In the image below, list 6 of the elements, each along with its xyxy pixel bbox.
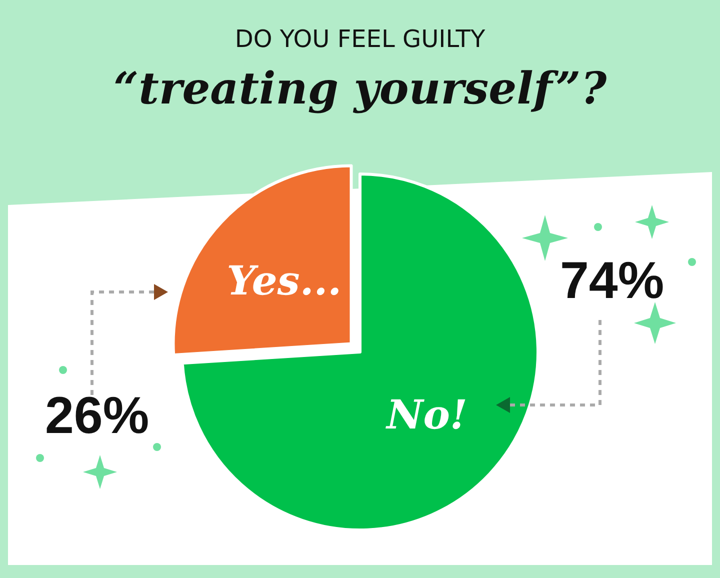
data-label: 26% — [45, 387, 150, 445]
slice-label: Yes... — [226, 257, 342, 304]
chart-title: DO YOU FEEL GUILTY — [234, 25, 486, 53]
slice-label: No! — [384, 391, 468, 438]
chart-subtitle: “treating yourself”? — [113, 64, 608, 114]
data-label: 74% — [560, 252, 664, 310]
